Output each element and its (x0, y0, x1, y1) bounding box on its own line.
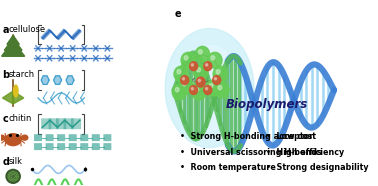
Ellipse shape (178, 46, 241, 130)
Ellipse shape (216, 70, 220, 74)
Ellipse shape (174, 66, 188, 82)
Ellipse shape (184, 56, 188, 60)
Ellipse shape (181, 76, 189, 85)
Text: e: e (175, 9, 181, 19)
Text: silk: silk (9, 157, 23, 166)
FancyBboxPatch shape (69, 134, 77, 141)
FancyBboxPatch shape (103, 134, 112, 141)
Ellipse shape (183, 78, 184, 80)
Ellipse shape (215, 82, 229, 98)
Text: Biopolymers: Biopolymers (226, 98, 308, 111)
FancyBboxPatch shape (49, 118, 59, 129)
Ellipse shape (206, 80, 220, 96)
Ellipse shape (195, 87, 199, 92)
Text: •  Strong H-bonding acceptor: • Strong H-bonding acceptor (180, 132, 313, 141)
Text: cellulose: cellulose (9, 25, 46, 33)
Polygon shape (66, 76, 74, 84)
Polygon shape (71, 29, 81, 39)
Ellipse shape (206, 87, 208, 90)
Polygon shape (54, 76, 62, 84)
Ellipse shape (195, 46, 209, 62)
Polygon shape (41, 29, 51, 39)
Ellipse shape (208, 52, 222, 68)
FancyBboxPatch shape (56, 118, 66, 129)
Ellipse shape (213, 66, 227, 82)
Text: c: c (3, 114, 8, 124)
FancyBboxPatch shape (34, 143, 42, 150)
Ellipse shape (192, 84, 206, 100)
Ellipse shape (172, 84, 186, 100)
Text: b: b (3, 70, 9, 80)
Ellipse shape (209, 84, 213, 88)
FancyBboxPatch shape (46, 143, 54, 150)
Text: d: d (3, 157, 9, 166)
Text: •  High efficiency: • High efficiency (266, 147, 344, 157)
FancyBboxPatch shape (57, 134, 65, 141)
Ellipse shape (179, 78, 194, 94)
Text: a: a (3, 25, 9, 35)
Polygon shape (7, 36, 19, 44)
Ellipse shape (191, 64, 194, 66)
Text: chitin: chitin (9, 114, 32, 123)
Ellipse shape (177, 70, 181, 74)
FancyBboxPatch shape (80, 134, 88, 141)
Ellipse shape (196, 77, 205, 87)
Polygon shape (9, 34, 17, 46)
Polygon shape (49, 29, 59, 39)
FancyBboxPatch shape (103, 143, 112, 150)
Ellipse shape (165, 28, 254, 147)
FancyBboxPatch shape (57, 143, 65, 150)
FancyBboxPatch shape (92, 134, 100, 141)
Polygon shape (2, 41, 25, 56)
Polygon shape (41, 76, 49, 84)
Polygon shape (4, 39, 22, 50)
Ellipse shape (6, 169, 20, 183)
Ellipse shape (14, 85, 18, 97)
Ellipse shape (198, 79, 201, 82)
Text: •  Room temperature: • Room temperature (180, 163, 276, 172)
Text: starch: starch (9, 70, 35, 79)
FancyBboxPatch shape (69, 143, 77, 150)
Ellipse shape (181, 52, 195, 68)
Polygon shape (13, 91, 24, 104)
FancyBboxPatch shape (34, 134, 42, 141)
FancyBboxPatch shape (64, 118, 74, 129)
Ellipse shape (206, 64, 208, 66)
Ellipse shape (182, 81, 186, 86)
Ellipse shape (218, 85, 222, 90)
Polygon shape (3, 91, 13, 104)
Ellipse shape (213, 76, 221, 85)
Ellipse shape (204, 86, 212, 94)
Ellipse shape (22, 135, 28, 140)
Ellipse shape (194, 64, 208, 80)
Ellipse shape (0, 135, 5, 140)
FancyBboxPatch shape (41, 118, 51, 129)
Polygon shape (64, 29, 74, 39)
FancyBboxPatch shape (80, 143, 88, 150)
Ellipse shape (191, 87, 194, 90)
Text: •  Universal scissoring H-bonds: • Universal scissoring H-bonds (180, 147, 322, 157)
Text: •  Low cost: • Low cost (266, 132, 316, 141)
Ellipse shape (211, 56, 215, 60)
Ellipse shape (5, 134, 21, 146)
Ellipse shape (197, 68, 200, 72)
FancyBboxPatch shape (46, 134, 54, 141)
FancyBboxPatch shape (71, 118, 81, 129)
Ellipse shape (204, 62, 212, 71)
Ellipse shape (198, 50, 202, 54)
Ellipse shape (190, 86, 198, 94)
Ellipse shape (190, 62, 198, 71)
FancyBboxPatch shape (92, 143, 100, 150)
Ellipse shape (214, 78, 217, 80)
Ellipse shape (175, 87, 179, 92)
Text: •  Strong designability: • Strong designability (266, 163, 368, 172)
Polygon shape (56, 29, 66, 39)
